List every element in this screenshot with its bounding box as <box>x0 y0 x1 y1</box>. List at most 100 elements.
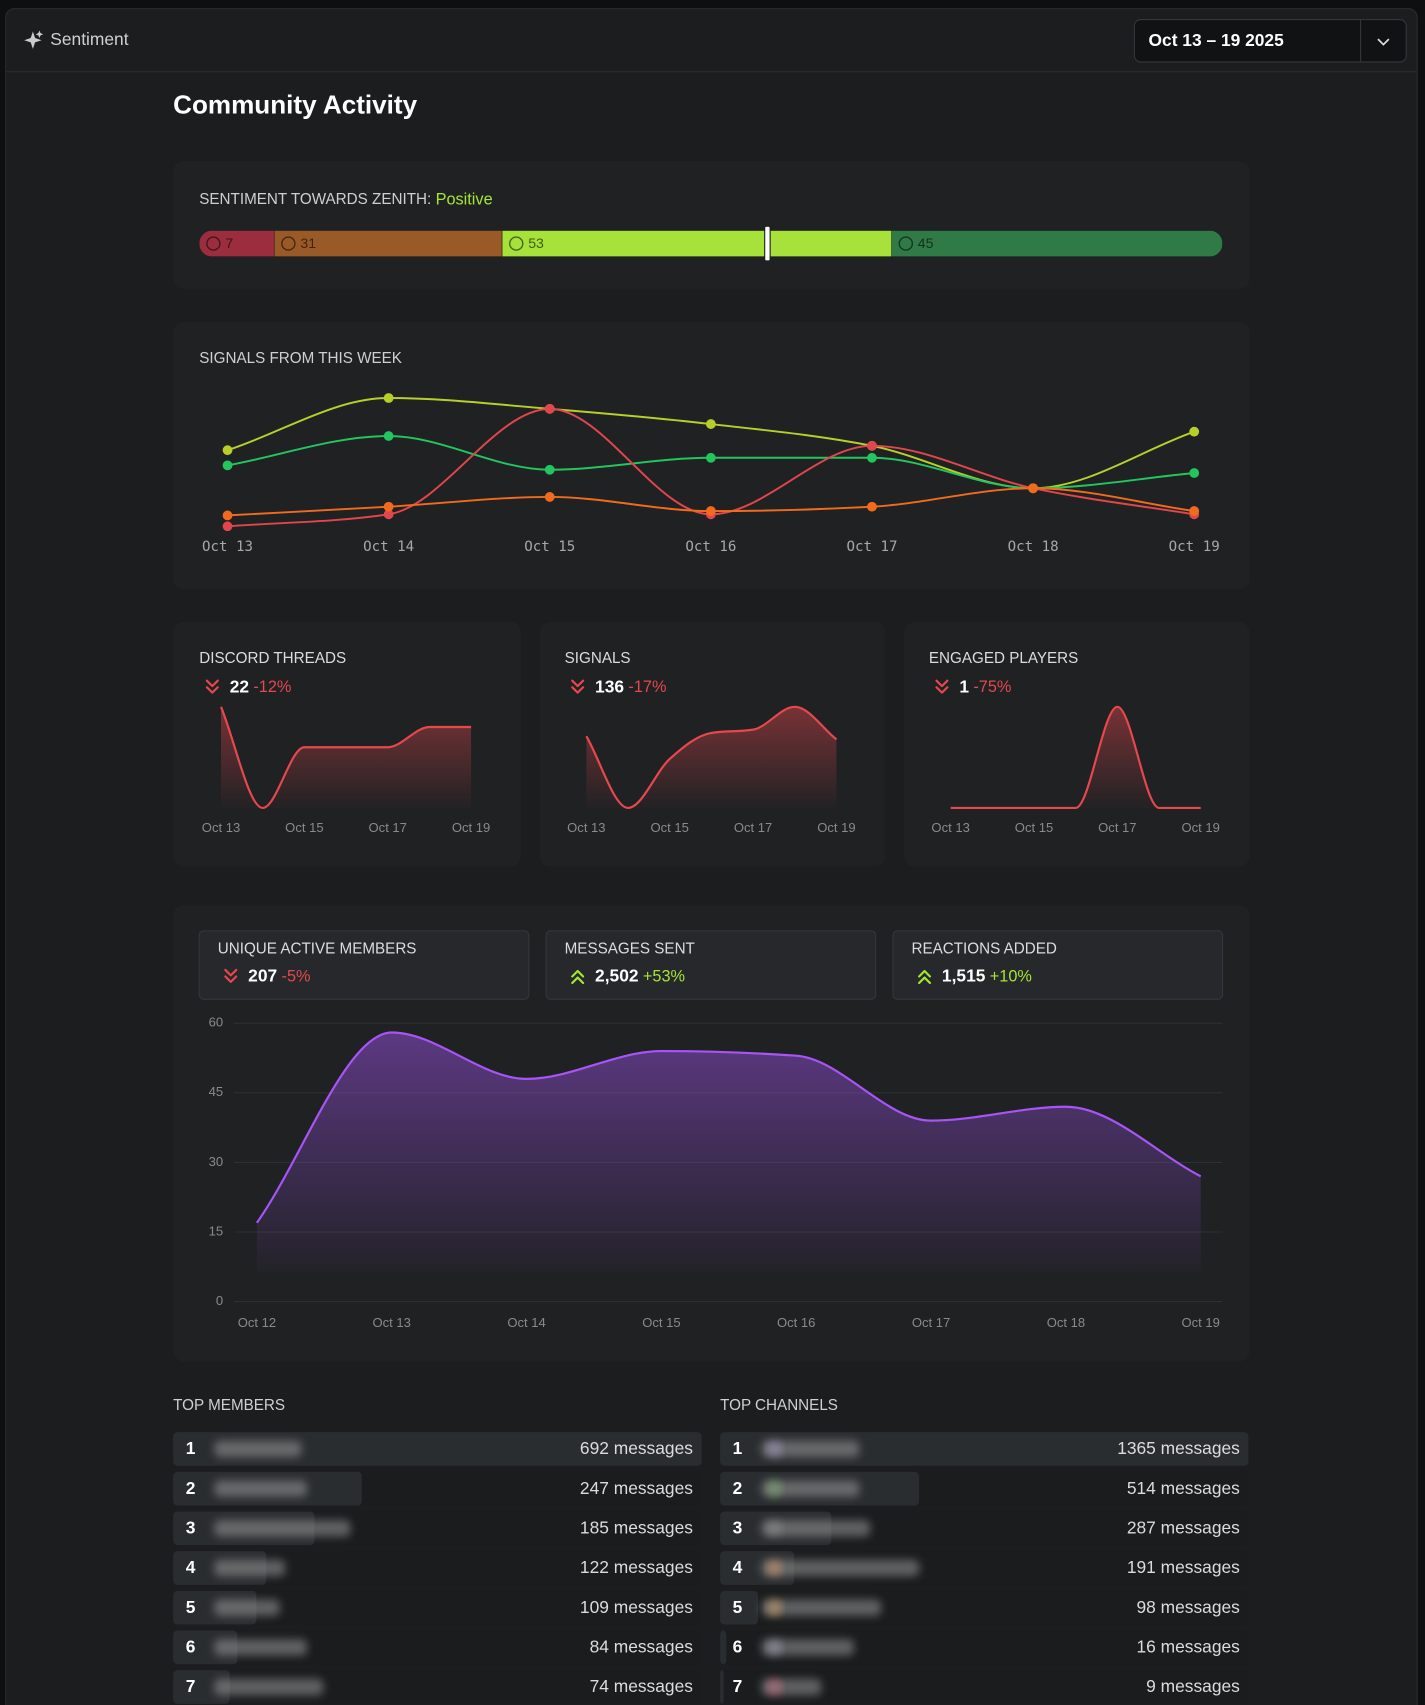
rank: 5 <box>733 1597 743 1617</box>
row-bg[interactable] <box>720 1670 1249 1704</box>
row-value: 122 messages <box>580 1557 693 1577</box>
row-bar <box>173 1670 230 1704</box>
x-tick-label: Oct 13 <box>373 1315 411 1330</box>
blurred-name <box>761 1559 920 1577</box>
blurred-name <box>214 1440 302 1458</box>
row-value: 84 messages <box>590 1637 694 1657</box>
x-tick-label: Oct 19 <box>1182 1315 1220 1330</box>
spark-line <box>585 705 838 810</box>
row-bg[interactable] <box>173 1630 702 1665</box>
date-picker[interactable] <box>1133 19 1407 63</box>
x-tick-label: Oct 17 <box>369 820 407 835</box>
data-point <box>1028 483 1038 494</box>
row-bg[interactable] <box>173 1590 702 1625</box>
row-bg[interactable] <box>720 1551 1249 1585</box>
row-value: 98 messages <box>1137 1597 1241 1617</box>
rank: 1 <box>733 1438 743 1458</box>
data-point <box>544 492 555 502</box>
data-point <box>705 419 716 429</box>
x-tick-label: Oct 18 <box>1047 1315 1085 1330</box>
row-bg[interactable] <box>173 1551 702 1585</box>
segment-label: 31 <box>300 235 316 251</box>
x-tick-label: Oct 19 <box>1169 539 1220 555</box>
data-point <box>383 509 394 520</box>
sentiment-bar: 7 31 53 45 <box>199 230 1223 257</box>
row-bg[interactable] <box>720 1511 1249 1546</box>
data-point <box>1189 506 1200 516</box>
data-point <box>222 510 233 521</box>
x-tick-label: Oct 19 <box>452 820 490 835</box>
row-value: 287 messages <box>1127 1517 1240 1537</box>
x-tick-label: Oct 17 <box>1098 820 1136 835</box>
rank: 6 <box>733 1637 743 1657</box>
blurred-name <box>214 1520 351 1537</box>
x-tick-label: Oct 16 <box>777 1315 815 1330</box>
segment-label: 7 <box>225 235 233 251</box>
signals-title: SIGNALS FROM THIS WEEK <box>199 350 402 367</box>
row-bar <box>720 1630 727 1665</box>
rank: 7 <box>733 1676 743 1696</box>
x-tick-label: Oct 14 <box>363 539 414 555</box>
stat-value: 207 <box>248 966 277 986</box>
area-line <box>256 1031 1202 1224</box>
rank: 2 <box>733 1478 743 1498</box>
blurred-name <box>761 1599 882 1616</box>
row-value: 9 messages <box>1146 1676 1240 1696</box>
list-title: TOP CHANNELS <box>720 1397 838 1414</box>
row-bg[interactable] <box>720 1590 1249 1625</box>
row-bar <box>720 1670 724 1704</box>
data-point <box>867 452 877 463</box>
x-tick-label: Oct 17 <box>846 539 897 555</box>
row-bar <box>173 1432 702 1466</box>
area-fill <box>256 1032 1201 1273</box>
blurred-name <box>761 1480 860 1497</box>
data-point <box>222 460 233 471</box>
data-point <box>1189 426 1200 437</box>
x-tick-label: Oct 16 <box>685 539 736 555</box>
data-point <box>383 501 394 512</box>
header-title[interactable]: Sentiment <box>50 29 128 49</box>
stat-box <box>892 930 1224 1000</box>
card-total: 1 <box>959 676 969 696</box>
blurred-name <box>214 1639 307 1656</box>
spark-area <box>221 706 472 808</box>
data-point <box>544 403 555 414</box>
data-point <box>222 445 233 456</box>
trend-icon <box>205 679 219 694</box>
stat-box <box>545 930 877 1000</box>
row-value: 692 messages <box>580 1438 693 1458</box>
data-point <box>867 440 877 451</box>
card-change: -75% <box>973 678 1011 696</box>
card-total: 136 <box>595 676 624 696</box>
y-tick-label: 45 <box>209 1084 224 1099</box>
row-bg[interactable] <box>173 1670 702 1704</box>
data-point <box>544 464 555 475</box>
row-value: 74 messages <box>590 1676 694 1696</box>
sentiment-segment <box>273 230 503 257</box>
x-tick-label: Oct 17 <box>734 820 772 835</box>
row-value: 109 messages <box>580 1597 693 1617</box>
blurred-name <box>214 1678 324 1696</box>
row-value: 247 messages <box>580 1478 693 1498</box>
trend-icon <box>224 968 238 983</box>
face-icon <box>281 236 296 251</box>
stat-value: 2,502 <box>595 966 638 986</box>
face-icon <box>898 236 914 251</box>
spark-card <box>903 621 1250 867</box>
sentiment-marker <box>764 225 771 262</box>
row-bar <box>720 1432 1249 1466</box>
date-range[interactable]: Oct 13 – 19 2025 <box>1149 30 1285 50</box>
rank: 3 <box>733 1517 743 1537</box>
trend-icon <box>935 679 949 694</box>
blurred-name <box>761 1678 822 1696</box>
sentiment-segment <box>891 230 1223 257</box>
row-value: 191 messages <box>1127 1557 1240 1577</box>
row-bar <box>173 1630 238 1665</box>
dropdown-chevron[interactable] <box>1377 38 1390 46</box>
sentiment-label: SENTIMENT TOWARDS ZENITH: <box>199 191 431 208</box>
x-tick-label: Oct 15 <box>285 820 323 835</box>
row-bg[interactable] <box>720 1630 1249 1665</box>
stat-title: REACTIONS ADDED <box>911 940 1056 957</box>
rank: 4 <box>733 1557 743 1577</box>
